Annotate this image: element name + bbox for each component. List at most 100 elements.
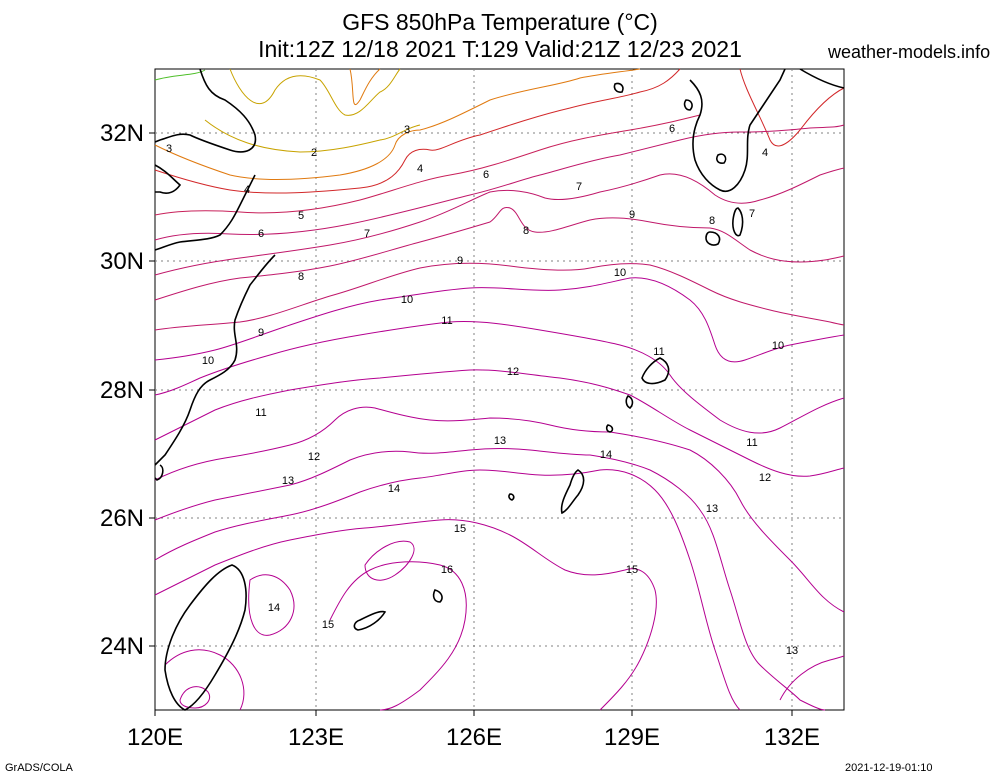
isotherm-16	[364, 540, 415, 581]
isotherm-12	[154, 369, 845, 477]
contour-label: 15	[454, 523, 466, 535]
contour-label: 8	[523, 225, 529, 237]
contour-label: 4	[417, 163, 423, 175]
footer-credit: GrADS/COLA	[5, 762, 73, 774]
x-tick-label: 126E	[446, 724, 502, 751]
coastlines	[154, 68, 845, 711]
x-tick-label: 123E	[288, 724, 344, 751]
isotherm-13	[154, 406, 845, 613]
grid-lines	[155, 69, 844, 710]
isotherm-3	[154, 68, 641, 181]
y-tick-label: 26N	[100, 505, 144, 532]
contour-label: 6	[483, 169, 489, 181]
island-amami	[641, 357, 670, 385]
isotherms	[154, 68, 845, 711]
isotherm-4	[739, 68, 845, 147]
axis-ticks	[149, 132, 793, 716]
contour-label: 4	[244, 184, 250, 196]
isotherm-15	[329, 561, 467, 711]
contour-label: 11	[746, 437, 757, 449]
isotherm-8	[154, 206, 845, 301]
coast-fujian	[154, 254, 276, 466]
island-small	[508, 493, 515, 501]
contour-label: 11	[441, 315, 452, 327]
contour-label: 10	[202, 355, 214, 367]
island-small	[605, 424, 614, 433]
contour-label: 9	[457, 255, 463, 267]
contour-label: 12	[759, 472, 771, 484]
x-tick-label: 129E	[604, 724, 660, 751]
isotherm-2	[154, 69, 206, 81]
isotherm-3	[349, 68, 381, 106]
island-small	[683, 99, 693, 111]
island-yakushima	[705, 231, 721, 246]
isotherm-7	[154, 167, 845, 276]
y-tick-label: 24N	[100, 633, 144, 660]
isotherm-10	[154, 277, 845, 363]
island-miyako	[432, 589, 443, 603]
contour-label: 5	[298, 210, 304, 222]
contour-label: 12	[507, 366, 519, 378]
contour-label: 9	[258, 327, 264, 339]
isotherm-15	[179, 686, 210, 709]
isotherm-13	[154, 448, 826, 711]
island-small	[613, 82, 624, 93]
island-small	[625, 395, 634, 409]
island-okinawa	[560, 469, 585, 515]
isotherm-6	[154, 124, 845, 241]
contour-label: 11	[653, 346, 664, 358]
isotherm-14	[164, 649, 245, 711]
coast-kyushu	[689, 68, 786, 192]
contour-label: 14	[388, 483, 400, 495]
isotherm-9	[154, 262, 845, 331]
contour-label: 13	[494, 435, 506, 447]
isotherm-11	[154, 321, 845, 434]
contour-label: 6	[258, 228, 264, 240]
isotherm-4	[154, 68, 681, 194]
isotherm-14	[248, 574, 295, 636]
isotherm-13	[779, 655, 845, 701]
contour-label: 8	[709, 215, 715, 227]
contour-label: 10	[401, 294, 413, 306]
contour-label: 3	[404, 124, 410, 136]
coast-china-north	[154, 68, 257, 153]
contour-label: 4	[762, 147, 768, 159]
isotherm-14	[154, 469, 741, 711]
island-tanegashima	[732, 207, 744, 237]
contour-label: 3	[166, 143, 172, 155]
y-tick-label: 30N	[100, 248, 144, 275]
contour-label: 13	[786, 645, 798, 657]
footer-timestamp: 2021-12-19-01:10	[845, 762, 933, 774]
isotherm-15	[154, 519, 657, 711]
contour-labels: 2 3 3 4 4 4 5 6 6 6 7 7 7 8 8 8 9 9 9 10…	[166, 123, 798, 657]
coast-china-east	[154, 164, 182, 194]
coast-kyushu-east	[799, 68, 845, 89]
contour-label: 15	[322, 619, 334, 631]
isotherm-2	[229, 68, 401, 116]
isotherm-2	[204, 119, 421, 153]
contour-label: 9	[629, 209, 635, 221]
brand-label: weather-models.info	[828, 42, 991, 62]
island-small	[716, 153, 727, 164]
contour-label: 16	[441, 564, 453, 576]
chart-title: GFS 850hPa Temperature (°C)	[342, 9, 658, 35]
contour-label: 13	[706, 503, 718, 515]
x-tick-label: 120E	[127, 724, 183, 751]
x-tick-label: 132E	[764, 724, 820, 751]
island-small	[154, 464, 164, 481]
contour-label: 12	[308, 451, 320, 463]
chart-subtitle: Init:12Z 12/18 2021 T:129 Valid:21Z 12/2…	[258, 36, 742, 62]
coast-zhejiang	[154, 174, 256, 251]
contour-label: 7	[364, 228, 370, 240]
contour-label: 7	[576, 181, 582, 193]
y-tick-label: 32N	[100, 120, 144, 147]
contour-label: 14	[268, 602, 280, 614]
contour-label: 13	[282, 475, 294, 487]
contour-label: 6	[669, 123, 675, 135]
contour-label: 11	[255, 407, 266, 419]
isotherm-5	[154, 114, 701, 216]
contour-label: 2	[311, 147, 317, 159]
island-ishigaki	[353, 610, 387, 631]
y-tick-label: 28N	[100, 377, 144, 404]
